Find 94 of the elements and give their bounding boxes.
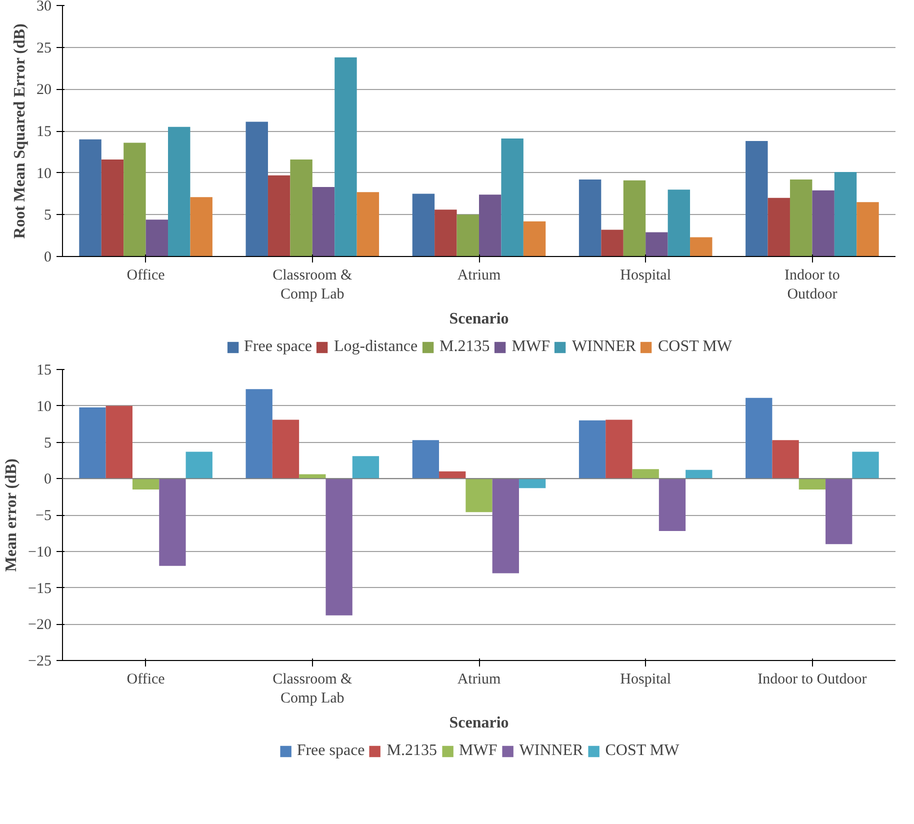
y-tick-label: 10 — [36, 166, 52, 182]
bar — [326, 478, 352, 616]
legend-label: Log-distance — [334, 338, 418, 356]
bar — [492, 478, 519, 574]
bar — [456, 214, 479, 256]
bar — [272, 420, 300, 479]
y-tick-label: −25 — [28, 654, 52, 670]
x-tick-label: Office — [126, 268, 166, 284]
bar — [412, 440, 440, 479]
bar — [146, 220, 168, 256]
legend-label: COST MW — [605, 742, 680, 760]
bar — [290, 159, 312, 256]
bar — [124, 142, 146, 256]
bar — [658, 478, 686, 532]
bar — [501, 138, 524, 256]
bar — [632, 469, 659, 479]
y-tick-label: −15 — [28, 580, 52, 597]
bar — [856, 202, 879, 256]
y-tick-label: −5 — [36, 508, 52, 524]
bar — [772, 440, 799, 479]
x-tick-label: Hospital — [620, 268, 672, 284]
legend-label: Free space — [296, 742, 365, 760]
bar — [601, 230, 624, 256]
bar — [79, 139, 102, 256]
x-axis-title: Scenario — [449, 714, 509, 732]
y-tick-label: 15 — [36, 362, 52, 378]
y-tick-label: 30 — [36, 0, 52, 14]
bar — [186, 452, 212, 479]
y-tick-label: 0 — [44, 250, 52, 266]
bar — [132, 478, 160, 490]
y-tick-label: 0 — [44, 472, 52, 488]
legend-label: Free space — [244, 338, 312, 356]
bar — [268, 175, 290, 256]
x-tick-label: Hospital — [620, 672, 672, 688]
y-tick-label: 15 — [36, 124, 52, 140]
bar — [412, 194, 435, 256]
bar — [101, 159, 124, 256]
legend-label: MWF — [512, 338, 550, 356]
bar — [479, 194, 502, 256]
bar — [690, 237, 712, 256]
bar — [746, 398, 772, 479]
x-tick-label: Indoor to Outdoor — [784, 268, 840, 303]
bar — [790, 180, 812, 256]
bar — [466, 478, 492, 512]
bar — [746, 141, 768, 256]
bar — [826, 478, 852, 544]
bar — [334, 57, 357, 256]
legend-label: M.2135 — [386, 742, 438, 760]
bar — [356, 192, 380, 256]
bar — [768, 198, 790, 256]
legend-label: M.2135 — [440, 338, 490, 356]
bar — [246, 122, 268, 256]
legend-label: WINNER — [519, 742, 584, 760]
y-tick-label: 5 — [44, 208, 52, 224]
bar — [686, 470, 712, 479]
x-tick-label: Indoor to Outdoor — [758, 672, 867, 688]
bar — [106, 406, 132, 479]
x-tick-label: Office — [126, 672, 166, 688]
bar — [352, 456, 380, 479]
bar — [623, 180, 646, 256]
y-tick-label: −10 — [28, 544, 52, 560]
bar — [852, 452, 879, 479]
x-axis-title: Scenario — [449, 310, 509, 328]
y-tick-label: −20 — [28, 617, 52, 634]
bar — [246, 389, 272, 479]
bar — [434, 210, 457, 256]
y-tick-label: 10 — [36, 398, 52, 415]
bar — [523, 221, 546, 256]
bar — [518, 478, 546, 488]
bar — [578, 180, 602, 256]
bar — [79, 407, 106, 479]
x-tick-label: Atrium — [457, 672, 501, 688]
x-tick-label: Atrium — [457, 268, 501, 284]
bar — [606, 420, 632, 479]
x-tick-label: Classroom & Comp Lab — [272, 268, 353, 303]
bar — [668, 190, 690, 256]
bar — [578, 420, 606, 479]
y-tick-label: 5 — [44, 435, 52, 452]
y-tick-label: 25 — [36, 40, 52, 56]
bar — [646, 232, 668, 256]
x-tick-label: Classroom & Comp Lab — [272, 672, 353, 707]
y-axis-title: Mean error (dB) — [3, 458, 20, 572]
y-tick-label: 20 — [36, 82, 52, 98]
bar — [834, 172, 857, 256]
y-axis-title: Root Mean Squared Error (dB) — [12, 24, 28, 239]
legend-label: COST MW — [658, 338, 732, 356]
bar — [812, 190, 834, 256]
legend-label: WINNER — [572, 338, 636, 356]
bar — [312, 187, 335, 256]
bar — [190, 197, 212, 256]
bar — [798, 478, 826, 490]
bar — [159, 478, 186, 566]
legend-label: MWF — [459, 742, 498, 760]
bar — [168, 126, 190, 256]
